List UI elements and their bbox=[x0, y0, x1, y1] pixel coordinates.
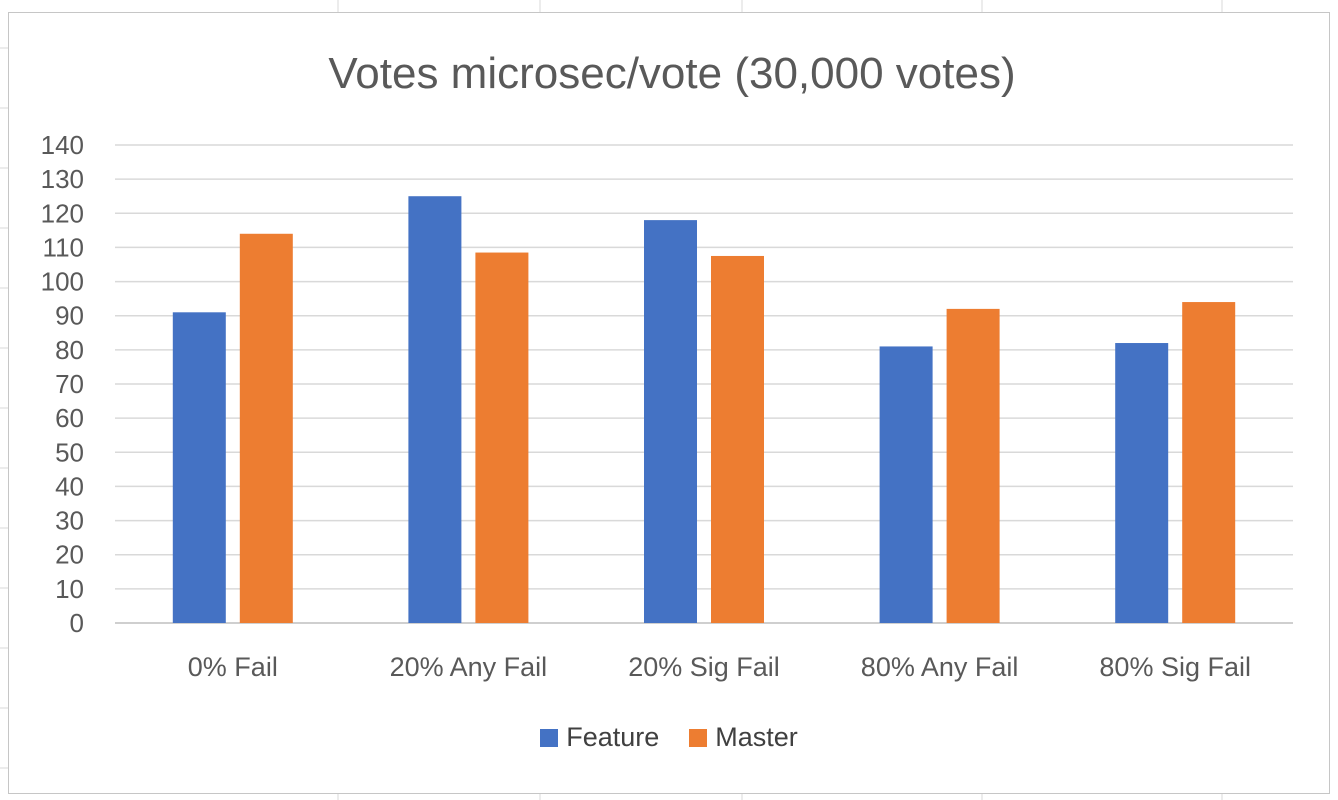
y-tick-label: 80 bbox=[55, 335, 84, 365]
y-tick-label: 0 bbox=[70, 608, 84, 638]
y-tick-label: 30 bbox=[55, 506, 84, 536]
bar-master-5[interactable] bbox=[1182, 302, 1236, 623]
y-axis-tick-labels: 0 10 20 30 40 50 60 70 80 90 100 110 120 130 140 bbox=[41, 130, 84, 638]
bar-master-2[interactable] bbox=[475, 252, 529, 624]
legend-label: Feature bbox=[566, 722, 660, 752]
y-tick-label: 120 bbox=[41, 198, 84, 228]
y-tick-label: 100 bbox=[41, 267, 84, 297]
bar-feature-2[interactable] bbox=[408, 196, 462, 623]
legend-swatch bbox=[689, 728, 708, 747]
bar-feature-1[interactable] bbox=[172, 312, 226, 623]
bars bbox=[172, 196, 1236, 624]
legend: Feature Master bbox=[0, 722, 1338, 753]
bar-feature-3[interactable] bbox=[644, 220, 697, 623]
x-tick-label: 0% Fail bbox=[188, 652, 278, 682]
x-tick-label: 20% Sig Fail bbox=[628, 652, 780, 682]
x-tick-label: 20% Any Fail bbox=[390, 652, 548, 682]
legend-item-master[interactable]: Master bbox=[689, 722, 798, 753]
y-tick-label: 50 bbox=[55, 437, 84, 467]
y-tick-label: 60 bbox=[55, 403, 84, 433]
y-tick-label: 10 bbox=[55, 574, 84, 604]
bar-master-4[interactable] bbox=[946, 308, 1000, 623]
y-tick-label: 20 bbox=[55, 540, 84, 570]
y-tick-label: 40 bbox=[55, 471, 84, 501]
bar-feature-4[interactable] bbox=[879, 346, 933, 623]
x-axis-tick-labels: 0% Fail 20% Any Fail 20% Sig Fail 80% Any F… bbox=[188, 652, 1251, 682]
bar-master-3[interactable] bbox=[711, 255, 764, 623]
y-tick-label: 110 bbox=[43, 232, 84, 262]
gridlines bbox=[115, 144, 1293, 624]
bar-feature-5[interactable] bbox=[1115, 343, 1169, 623]
legend-item-feature[interactable]: Feature bbox=[540, 722, 659, 753]
chart-title: Votes microsec/vote (30,000 votes) bbox=[328, 49, 1015, 98]
y-tick-label: 90 bbox=[55, 301, 84, 331]
y-tick-label: 140 bbox=[41, 130, 84, 160]
y-tick-label: 130 bbox=[41, 164, 84, 194]
x-tick-label: 80% Any Fail bbox=[861, 652, 1019, 682]
y-tick-label: 70 bbox=[55, 369, 84, 399]
legend-swatch bbox=[540, 728, 559, 747]
legend-label: Master bbox=[715, 722, 798, 752]
bar-master-1[interactable] bbox=[239, 233, 293, 623]
x-tick-label: 80% Sig Fail bbox=[1099, 652, 1251, 682]
